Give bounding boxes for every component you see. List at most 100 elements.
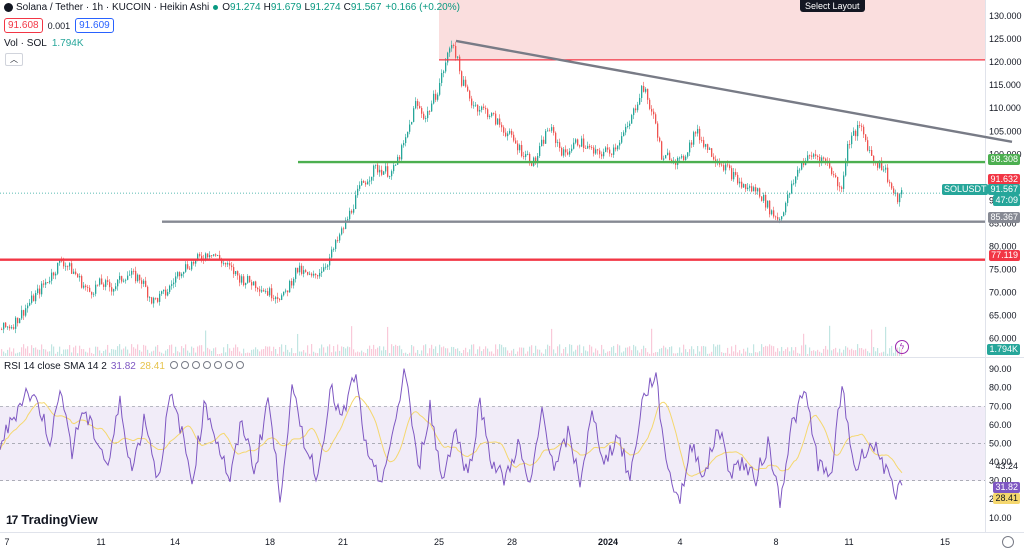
- candle-body: [433, 93, 435, 104]
- volume-bar: [705, 346, 707, 356]
- rsi-sma-value: 28.41: [139, 361, 165, 372]
- candle-body: [15, 317, 17, 329]
- eye-icon[interactable]: [169, 361, 178, 369]
- volume-bar: [495, 344, 497, 356]
- candle-body: [537, 155, 539, 164]
- tradingview-logo[interactable]: 17 TradingView: [6, 512, 98, 527]
- volume-bar: [465, 347, 467, 356]
- eye-icon[interactable]: [235, 361, 244, 369]
- flash-icon[interactable]: ϟ: [895, 340, 909, 354]
- rsi-label[interactable]: RSI 14 close SMA 14 2: [4, 361, 107, 372]
- eye-icon[interactable]: [180, 361, 189, 369]
- volume-bar: [663, 345, 665, 356]
- eye-icon[interactable]: [224, 361, 233, 369]
- volume-bar: [9, 347, 11, 356]
- volume-bar: [189, 352, 191, 356]
- symbol-title[interactable]: Solana / Tether · 1h · KUCOIN · Heikin A…: [16, 2, 210, 13]
- volume-bar: [451, 346, 453, 356]
- sell-button[interactable]: 91.608: [4, 18, 43, 33]
- candle-body: [811, 155, 813, 157]
- candle-body: [569, 151, 571, 155]
- volume-bar: [571, 344, 573, 356]
- candle-body: [367, 181, 369, 185]
- select-layout-button[interactable]: Select Layout: [800, 0, 865, 12]
- volume-bar: [377, 347, 379, 356]
- volume-bar: [265, 346, 267, 356]
- candle-body: [769, 200, 771, 215]
- volume-bar: [719, 344, 721, 356]
- candle-body: [665, 155, 667, 159]
- volume-label[interactable]: Vol · SOL: [4, 38, 47, 49]
- volume-bar: [99, 350, 101, 356]
- volume-bar: [427, 353, 429, 356]
- collapse-legend-button[interactable]: ︿: [5, 53, 23, 66]
- candle-body: [141, 280, 143, 284]
- candle-body: [443, 71, 445, 74]
- candle-body: [9, 326, 11, 329]
- volume-bar: [709, 353, 711, 356]
- candle-body: [503, 127, 505, 133]
- candle-body: [869, 150, 871, 151]
- buy-button[interactable]: 91.609: [75, 18, 114, 33]
- volume-bar: [797, 352, 799, 356]
- volume-bar: [37, 349, 39, 356]
- volume-bar: [847, 347, 849, 356]
- candle-body: [381, 169, 383, 175]
- candle-body: [777, 217, 779, 220]
- candle-body: [899, 194, 901, 203]
- candle-body: [873, 155, 875, 162]
- volume-bar: [675, 353, 677, 356]
- candle-body: [469, 90, 471, 99]
- volume-bar: [869, 352, 871, 356]
- volume-bar: [349, 347, 351, 356]
- candle-body: [803, 162, 805, 166]
- volume-bar: [615, 352, 617, 356]
- volume-bar: [521, 347, 523, 356]
- volume-bar: [577, 345, 579, 356]
- rsi-tick-label: 80.00: [989, 383, 1012, 393]
- candle-body: [655, 114, 657, 124]
- candle-body: [311, 273, 313, 276]
- volume-bar: [467, 352, 469, 356]
- candle-body: [661, 141, 663, 160]
- volume-bar: [609, 351, 611, 356]
- candle-body: [517, 143, 519, 151]
- candle-body: [145, 280, 147, 287]
- eye-icon[interactable]: [191, 361, 200, 369]
- volume-bar: [367, 348, 369, 356]
- candle-body: [819, 156, 821, 163]
- volume-bar: [7, 349, 9, 356]
- candle-body: [515, 140, 517, 144]
- countdown-tag: 47:09: [993, 195, 1020, 206]
- candle-body: [471, 98, 473, 106]
- candle-body: [529, 153, 531, 164]
- eye-icon[interactable]: [213, 361, 222, 369]
- market-open-icon: [213, 5, 219, 10]
- volume-bar: [241, 353, 243, 356]
- volume-bar: [491, 351, 493, 356]
- candle-body: [285, 290, 287, 292]
- high-label: H: [263, 2, 271, 13]
- rsi-value-tag: 31.82: [993, 482, 1020, 493]
- candle-body: [291, 280, 293, 286]
- candle-body: [511, 130, 513, 135]
- volume-bar: [539, 349, 541, 356]
- candle-body: [683, 156, 685, 161]
- volume-bar: [473, 344, 475, 356]
- volume-bar: [701, 346, 703, 356]
- volume-bar: [649, 353, 651, 356]
- volume-bar: [407, 353, 409, 356]
- candle-body: [705, 144, 707, 147]
- volume-bar: [785, 349, 787, 356]
- settings-gear-icon[interactable]: [1002, 536, 1014, 548]
- volume-bar: [829, 325, 831, 356]
- volume-bar: [579, 344, 581, 356]
- candle-body: [549, 130, 551, 132]
- volume-bar: [549, 345, 551, 356]
- candle-body: [821, 157, 823, 163]
- candle-body: [881, 160, 883, 171]
- eye-icon[interactable]: [202, 361, 211, 369]
- candle-body: [225, 262, 227, 265]
- candle-body: [425, 118, 427, 119]
